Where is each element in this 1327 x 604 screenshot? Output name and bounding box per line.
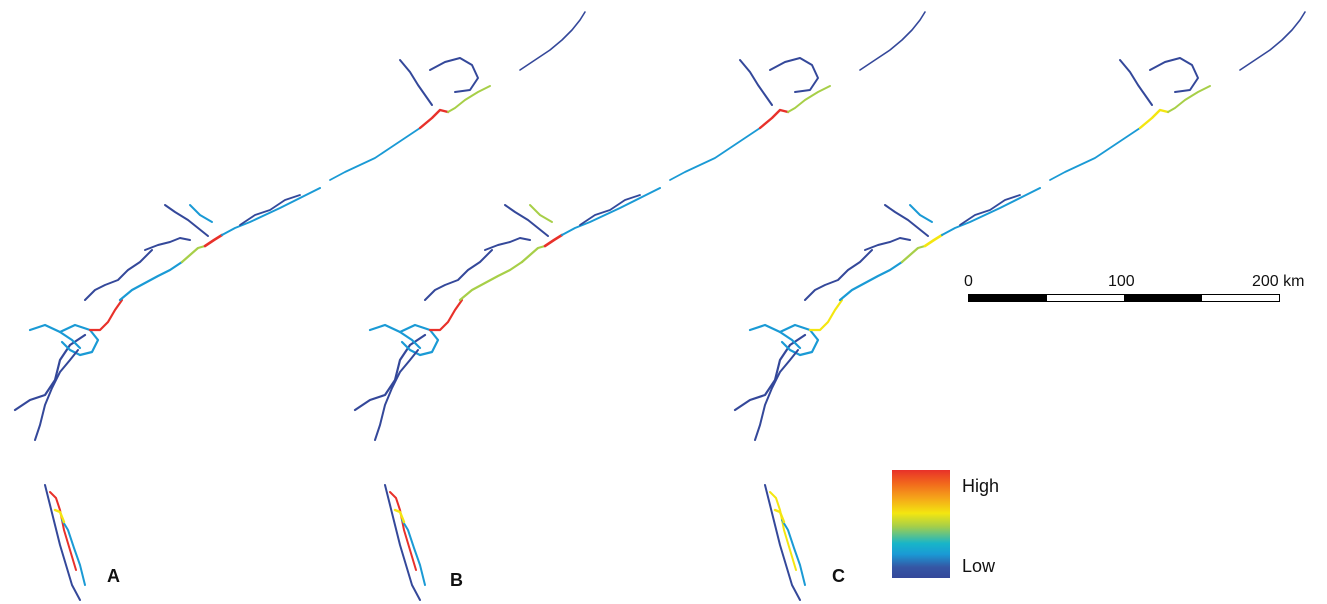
coastline-segment bbox=[1138, 108, 1170, 130]
coastline-segment bbox=[773, 508, 786, 524]
map-panel-c bbox=[733, 11, 1306, 601]
map-panel-a bbox=[13, 11, 586, 601]
coastline-segment bbox=[418, 108, 450, 130]
coastline-segment bbox=[329, 127, 421, 181]
coastline-segment bbox=[424, 249, 493, 301]
coastline-segment bbox=[203, 233, 224, 248]
coastline-segment bbox=[399, 59, 433, 106]
coastline-segment bbox=[398, 323, 440, 357]
coastline-segment bbox=[781, 519, 806, 586]
coastline-segment bbox=[401, 519, 426, 586]
scale-segment bbox=[1046, 295, 1124, 301]
coastline-segment bbox=[900, 244, 927, 264]
coastline-segment bbox=[543, 233, 564, 248]
coastline-segment bbox=[561, 187, 661, 236]
coastline-segment bbox=[1119, 59, 1153, 106]
coastline-segment bbox=[393, 508, 406, 524]
panel-label-a: A bbox=[107, 566, 120, 586]
legend-color-ramp bbox=[892, 470, 950, 578]
coastline-segment bbox=[353, 333, 427, 412]
scale-bar bbox=[968, 294, 1280, 302]
coastline-segment bbox=[733, 333, 807, 412]
coastline-segment bbox=[669, 127, 761, 181]
coastline-segment bbox=[1167, 85, 1211, 113]
coastline-segment bbox=[504, 204, 549, 237]
scale-segment bbox=[969, 295, 1047, 301]
coastline-segment bbox=[909, 204, 933, 223]
coastline-segment bbox=[384, 484, 421, 601]
coastline-segment bbox=[428, 298, 464, 332]
coastline-segment bbox=[484, 237, 531, 251]
coastline-segment bbox=[579, 194, 641, 226]
legend-high-label: High bbox=[962, 476, 1000, 496]
coastline-segment bbox=[13, 333, 87, 412]
coastline-segment bbox=[769, 57, 819, 93]
coastline-segment bbox=[1149, 57, 1199, 93]
coastline-segment bbox=[859, 11, 926, 71]
coastline-segment bbox=[758, 108, 790, 130]
coastline-segment bbox=[164, 204, 209, 237]
coastline-segment bbox=[520, 244, 547, 264]
legend-low-label: Low bbox=[962, 556, 996, 576]
coastline-segment bbox=[447, 85, 491, 113]
coastline-segment bbox=[144, 237, 191, 251]
coastline-segment bbox=[374, 349, 419, 441]
coastline-segment bbox=[84, 249, 153, 301]
coastline-segment bbox=[804, 249, 873, 301]
coastline-segment bbox=[53, 508, 66, 524]
coastline-segment bbox=[739, 59, 773, 106]
coastline-segment bbox=[778, 323, 820, 357]
coastline-segment bbox=[44, 484, 81, 601]
coastline-segment bbox=[808, 298, 844, 332]
coastline-segment bbox=[58, 323, 100, 357]
coastline-segment bbox=[884, 204, 929, 237]
coastline-segment bbox=[764, 484, 801, 601]
coastline-segment bbox=[529, 204, 553, 223]
coastline-segment bbox=[787, 85, 831, 113]
coastline-segment bbox=[221, 187, 321, 236]
coastline-segment bbox=[941, 187, 1041, 236]
coastline-segment bbox=[1239, 11, 1306, 71]
coastline-segment bbox=[1049, 127, 1141, 181]
map-panel-b bbox=[353, 11, 926, 601]
scale-segment bbox=[1124, 295, 1202, 301]
panel-label-c: C bbox=[832, 566, 845, 586]
panel-label-b: B bbox=[450, 570, 463, 590]
coastline-segment bbox=[180, 244, 207, 264]
scale-tick-200: 200 km bbox=[1252, 273, 1305, 290]
coastline-segment bbox=[458, 260, 524, 302]
coastline-segment bbox=[923, 233, 944, 248]
coastline-segment bbox=[34, 349, 79, 441]
coastline-segment bbox=[239, 194, 301, 226]
scale-segment bbox=[1201, 295, 1279, 301]
coastline-segment bbox=[88, 298, 124, 332]
coastline-segment bbox=[754, 349, 799, 441]
coastline-segment bbox=[61, 519, 86, 586]
coastline-segment bbox=[118, 260, 184, 302]
coastline-segment bbox=[864, 237, 911, 251]
coastline-segment bbox=[519, 11, 586, 71]
coastline-segment bbox=[429, 57, 479, 93]
coastline-segment bbox=[959, 194, 1021, 226]
scale-tick-100: 100 bbox=[1108, 273, 1135, 290]
scale-tick-0: 0 bbox=[964, 273, 973, 290]
coastline-segment bbox=[838, 260, 904, 302]
coastline-segment bbox=[189, 204, 213, 223]
